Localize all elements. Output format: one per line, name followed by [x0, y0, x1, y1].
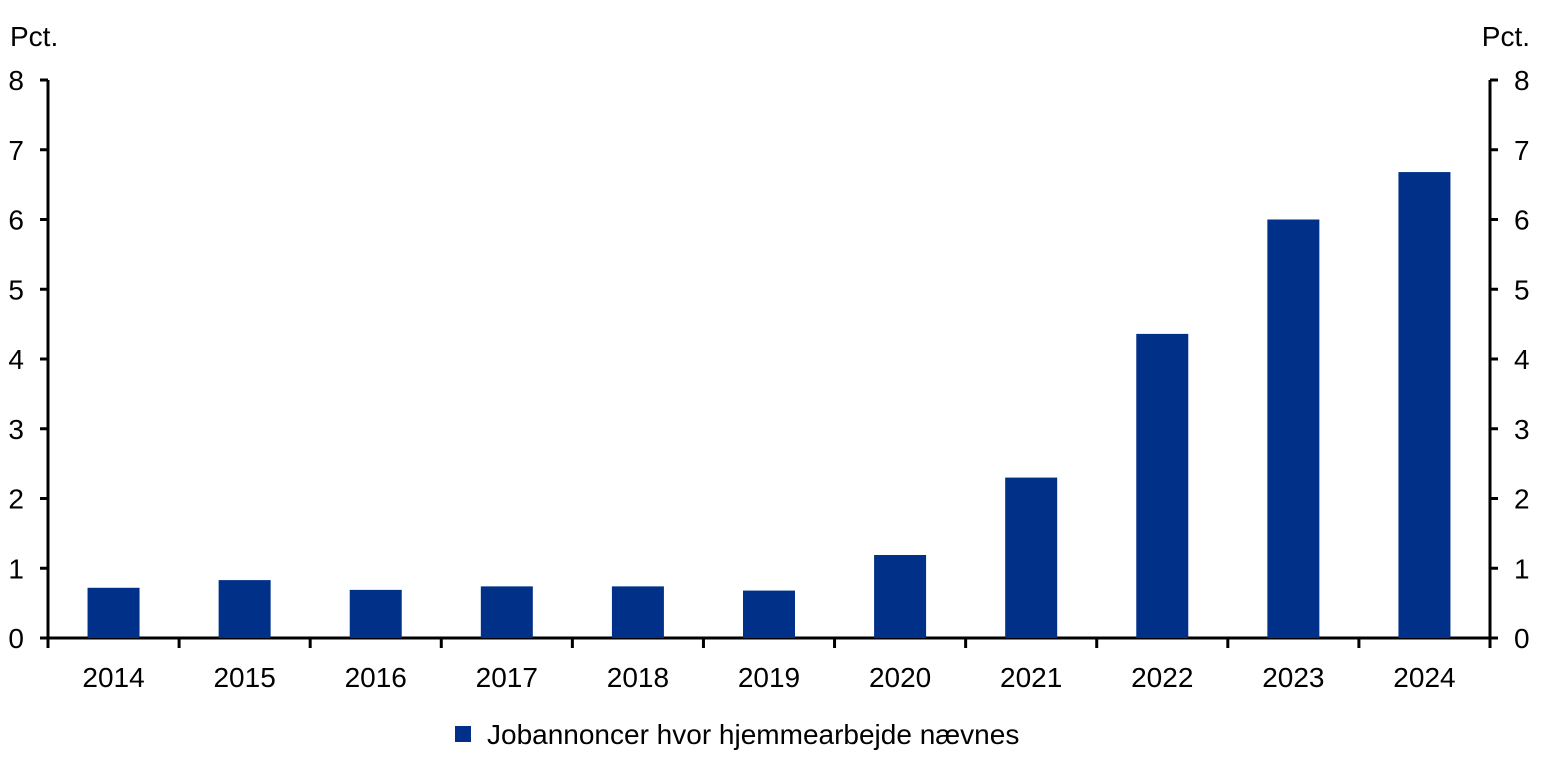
bar-2016 [349, 589, 402, 638]
y-tick-label-left: 7 [8, 135, 24, 166]
x-tick-label-2018: 2018 [607, 662, 669, 693]
legend-swatch [455, 726, 471, 742]
x-tick-label-2014: 2014 [82, 662, 144, 693]
y-tick-label-left: 5 [8, 274, 24, 305]
y-tick-label-left: 4 [8, 344, 24, 375]
y-tick-label-right: 4 [1514, 344, 1530, 375]
x-tick-label-2022: 2022 [1131, 662, 1193, 693]
legend: Jobannoncer hvor hjemmearbejde nævnes [455, 719, 1019, 750]
y-tick-label-right: 3 [1514, 414, 1530, 445]
y-tick-label-right: 0 [1514, 623, 1530, 654]
bar-2023 [1267, 219, 1320, 638]
y-axis-ticks: 0 0 1 1 2 2 3 3 4 4 5 5 6 6 7 7 8 8 [8, 65, 1529, 654]
x-tick-label-2015: 2015 [213, 662, 275, 693]
y-tick-label-right: 1 [1514, 553, 1530, 584]
bar-2019 [743, 590, 795, 638]
bar-2017 [480, 586, 533, 638]
y-tick-label-right: 5 [1514, 274, 1530, 305]
x-tick-label-2021: 2021 [1000, 662, 1062, 693]
y-tick-label-right: 7 [1514, 135, 1530, 166]
y-tick-label-left: 1 [8, 553, 24, 584]
bar-2020 [874, 554, 927, 638]
x-tick-label-2017: 2017 [476, 662, 538, 693]
x-tick-label-2019: 2019 [738, 662, 800, 693]
y-tick-label-left: 8 [8, 65, 24, 96]
bar-2024 [1398, 172, 1451, 638]
y-tick-label-right: 6 [1514, 205, 1530, 236]
y-axis-unit-left: Pct. [10, 21, 58, 52]
y-tick-label-right: 2 [1514, 484, 1530, 515]
y-tick-label-right: 8 [1514, 65, 1530, 96]
y-tick-label-left: 3 [8, 414, 24, 445]
x-tick-label-2020: 2020 [869, 662, 931, 693]
bars-group [87, 172, 1451, 638]
bar-2018 [611, 586, 664, 638]
x-tick-label-2016: 2016 [345, 662, 407, 693]
bar-2022 [1136, 333, 1189, 638]
y-axis-unit-right: Pct. [1482, 21, 1530, 52]
x-axis-ticks: 2014 2015 2016 2017 2018 2019 2020 2021 2022 2023… [46, 638, 1492, 693]
y-tick-label-left: 6 [8, 205, 24, 236]
bar-2014 [87, 587, 140, 638]
y-tick-label-left: 2 [8, 484, 24, 515]
x-tick-label-2023: 2023 [1262, 662, 1324, 693]
bar-2015 [218, 580, 271, 638]
y-tick-label-left: 0 [8, 623, 24, 654]
x-tick-label-2024: 2024 [1393, 662, 1455, 693]
bar-2021 [1005, 477, 1058, 638]
legend-label: Jobannoncer hvor hjemmearbejde nævnes [487, 719, 1019, 750]
